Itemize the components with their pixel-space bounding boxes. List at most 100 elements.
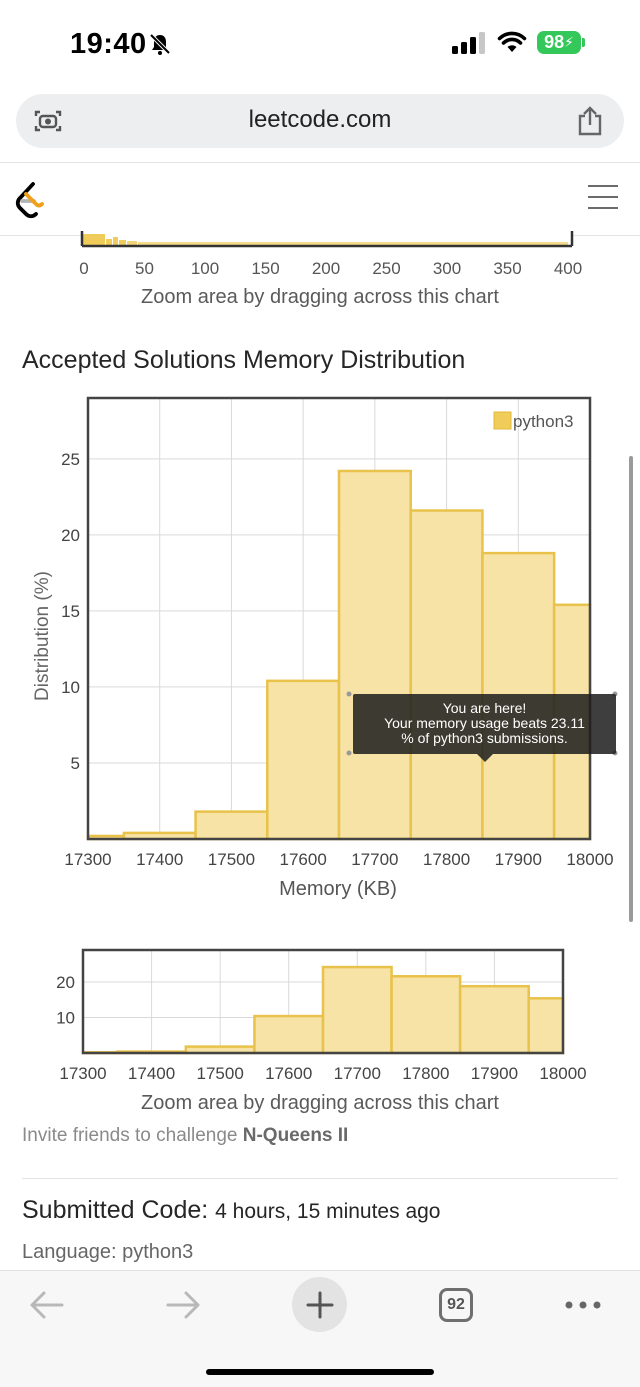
tooltip-corner [346,750,352,756]
histogram-bar[interactable] [409,509,484,841]
memory-distribution-chart[interactable]: 5 10 15 20 25 17300 17400 17500 17600 17700 17800… [32,396,618,900]
top-zoom-chart[interactable]: 0 50 100 150 200 250 300 350 400 [79,231,582,278]
camera-search-icon[interactable] [33,107,63,135]
zoom-plot-frame [81,948,565,1055]
x-tick-label: 350 [493,259,521,278]
submitted-code-heading: Submitted Code: 4 hours, 15 minutes ago [22,1196,440,1225]
zoom-y-tick-labels: 10 20 [56,973,75,1028]
y-tick-label: 10 [61,678,80,697]
cellular-signal-icon [452,32,485,54]
top-zoom-bar [138,242,568,245]
histogram-bar[interactable] [253,1014,325,1055]
x-tick-label: 17400 [136,850,183,869]
new-tab-button[interactable] [292,1277,347,1332]
legend[interactable]: python3 [493,411,574,431]
browser-toolbar: 92 [0,1270,640,1387]
y-axis-label: Distribution (%) [32,571,53,701]
x-tick-label: 17600 [265,1064,312,1083]
top-zoom-bar [83,234,105,245]
x-tick-label: 17300 [64,850,111,869]
x-tick-label: 17500 [208,850,255,869]
tooltip-line-1: You are here! [442,700,527,716]
zoom-x-tick-labels: 17300 17400 17500 17600 17700 17800 17900 18000 [59,1064,586,1083]
histogram-bar[interactable] [390,975,462,1055]
x-tick-label: 17900 [471,1064,518,1083]
y-tick-label: 20 [61,526,80,545]
x-tick-label: 17300 [59,1064,106,1083]
divider [22,1178,618,1179]
histogram-bar[interactable] [194,810,269,841]
legend-swatch [493,411,512,430]
zoom-hint-bottom: Zoom area by dragging across this chart [141,1092,499,1114]
y-tick-label: 15 [61,602,80,621]
histogram-bar[interactable] [527,997,565,1055]
y-tick-label: 20 [56,973,75,992]
back-arrow-icon[interactable] [28,1289,66,1321]
tabs-button[interactable]: 92 [439,1288,473,1322]
x-tick-label: 150 [251,259,279,278]
histogram-bar[interactable] [458,984,530,1055]
bell-muted-icon [149,33,171,55]
y-tick-labels: 5 10 15 20 25 [61,450,80,773]
tooltip-line-3: % of python3 submissions. [401,730,568,746]
submission-language: Language: python3 [22,1241,194,1263]
histogram-bar[interactable] [266,679,341,841]
legend-label: python3 [513,412,574,431]
submitted-time-ago: 4 hours, 15 minutes ago [215,1200,441,1223]
home-indicator [206,1369,434,1375]
x-tick-label: 0 [79,259,88,278]
status-time: 19:40 [70,28,147,60]
tabs-count: 92 [447,1296,465,1313]
leetcode-logo[interactable] [14,180,50,220]
x-tick-label: 300 [433,259,461,278]
top-zoom-bar [119,240,126,245]
x-tick-label: 17700 [334,1064,381,1083]
x-tick-label: 17600 [280,850,327,869]
invite-text: Invite friends to challenge N-Queens II [22,1125,348,1147]
x-tick-label: 18000 [539,1064,586,1083]
zoom-hint-top: Zoom area by dragging across this chart [141,286,499,308]
you-are-here-tooltip: You are here! Your memory usage beats 23… [353,694,616,762]
url-text[interactable]: leetcode.com [248,106,392,133]
x-tick-label: 50 [135,259,154,278]
x-tick-label: 17800 [402,1064,449,1083]
x-tick-label: 17800 [423,850,470,869]
top-zoom-x-ticks: 0 50 100 150 200 250 300 350 400 [79,259,582,278]
share-icon[interactable] [576,105,604,137]
histogram-bar[interactable] [337,469,412,841]
x-tick-label: 100 [191,259,219,278]
y-tick-label: 10 [56,1008,75,1027]
histogram-bar[interactable] [321,965,393,1055]
top-zoom-bar [106,239,112,245]
tooltip-arrow [477,754,493,762]
x-tick-labels: 17300 17400 17500 17600 17700 17800 17900 18000 [64,850,613,869]
wifi-icon [497,31,527,52]
x-tick-label: 17500 [197,1064,244,1083]
y-tick-label: 5 [71,754,80,773]
battery-indicator: 98 ⚡ [537,31,581,54]
menu-icon[interactable] [588,185,618,209]
invite-problem-link[interactable]: N-Queens II [242,1125,349,1146]
x-tick-label: 250 [372,259,400,278]
tooltip-line-2: Your memory usage beats 23.11 [384,715,585,731]
address-bar[interactable]: leetcode.com [16,94,624,148]
tooltip-corner [346,691,352,697]
x-tick-label: 17700 [351,850,398,869]
top-zoom-bar [113,237,118,245]
y-tick-label: 25 [61,450,80,469]
memory-zoom-chart[interactable]: 10 20 17300 17400 17500 17600 17700 17800 17900… [56,948,587,1083]
bars [86,469,592,841]
zoom-bars [81,965,565,1055]
x-tick-label: 200 [312,259,340,278]
top-zoom-bar [127,241,137,245]
x-tick-label: 17900 [495,850,542,869]
forward-arrow-icon[interactable] [164,1289,202,1321]
battery-cap [582,38,585,47]
plus-icon [306,1291,333,1318]
x-tick-label: 18000 [566,850,613,869]
page-scrollbar[interactable] [629,456,633,922]
x-tick-label: 400 [554,259,582,278]
status-bar: 19:40 98 ⚡ [0,0,640,88]
more-options-icon[interactable] [565,1301,601,1309]
